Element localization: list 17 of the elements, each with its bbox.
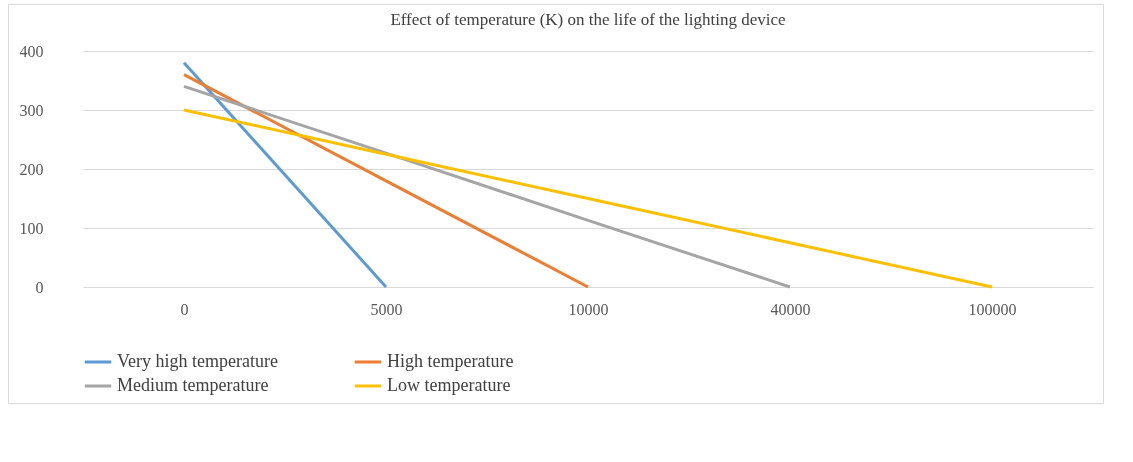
legend-label: Medium temperature bbox=[117, 375, 269, 395]
legend-label: Low temperature bbox=[387, 375, 511, 395]
x-tick-label: 0 bbox=[180, 300, 189, 318]
x-tick-label: 10000 bbox=[568, 300, 609, 318]
line-series bbox=[182, 84, 792, 289]
y-tick-label: 100 bbox=[19, 219, 44, 237]
x-tick-label: 5000 bbox=[370, 300, 403, 318]
x-tick-label: 40000 bbox=[770, 300, 811, 318]
chart-title: Effect of temperature (K) on the life of the lighting device bbox=[390, 10, 786, 29]
x-tick-label: 100000 bbox=[968, 300, 1017, 318]
legend-label: Very high temperature bbox=[117, 351, 278, 371]
y-tick-label: 200 bbox=[19, 160, 44, 178]
y-tick-label: 0 bbox=[35, 278, 44, 296]
legend-label: High temperature bbox=[387, 351, 514, 371]
y-tick-label: 400 bbox=[19, 42, 44, 60]
line-series bbox=[182, 108, 994, 289]
y-tick-label: 300 bbox=[19, 101, 44, 119]
